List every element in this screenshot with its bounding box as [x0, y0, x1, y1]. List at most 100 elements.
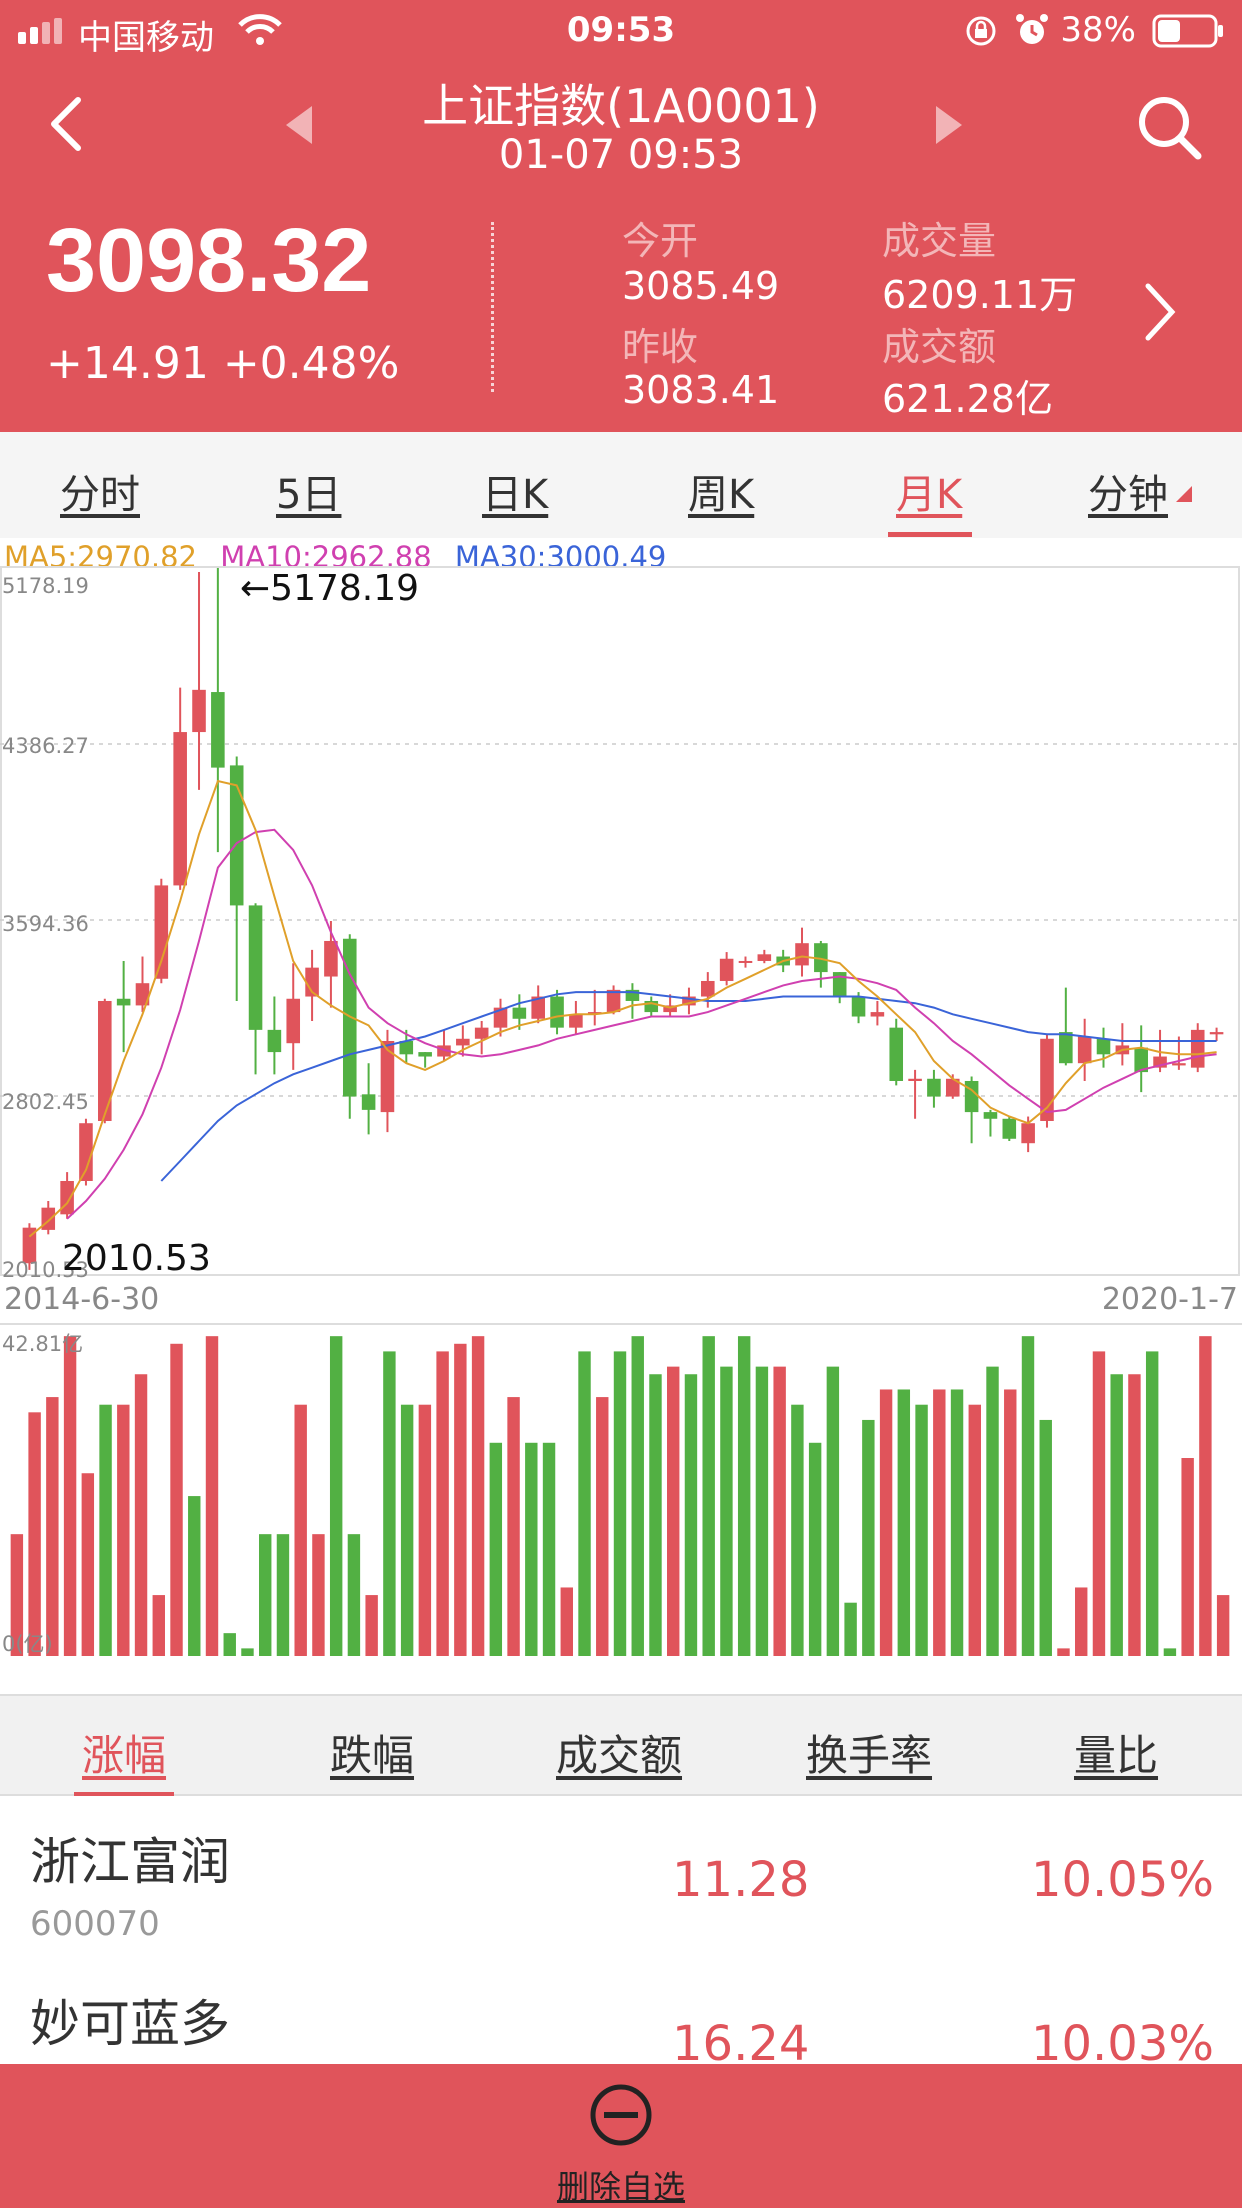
kline-chart[interactable] [0, 566, 1242, 1280]
candle [135, 956, 150, 1013]
volume-bar [968, 1404, 981, 1656]
candle-body [606, 989, 621, 1013]
candle [1059, 987, 1073, 1066]
remove-circle-icon[interactable] [588, 2082, 654, 2148]
candle [267, 996, 282, 1075]
candle [22, 1223, 37, 1270]
volume-bar [1181, 1458, 1194, 1656]
volume-bar [1021, 1336, 1035, 1656]
active-tab-indicator [888, 532, 972, 537]
candle-body [437, 1045, 451, 1057]
volume-bar [578, 1351, 591, 1656]
candle-body [248, 905, 263, 1030]
candle-body [587, 1012, 602, 1015]
volume-bar [702, 1336, 715, 1656]
dropdown-triangle-icon[interactable] [1176, 486, 1192, 502]
candle [644, 996, 659, 1017]
remove-from-watchlist-button[interactable]: 删除自选 [556, 2168, 685, 2206]
volume-bar [1092, 1351, 1106, 1656]
tab-daily-k[interactable]: 日K [482, 472, 549, 518]
next-stock-icon[interactable] [934, 104, 964, 146]
candle [663, 994, 677, 1017]
sort-tab-loss[interactable]: 跌幅 [330, 1731, 415, 1780]
stock-price: 11.28 [672, 1852, 810, 1908]
volume-bar [276, 1534, 290, 1656]
candle [192, 572, 206, 790]
candle [1134, 1025, 1148, 1093]
candle [719, 952, 734, 986]
tab-weekly-k[interactable]: 周K [688, 472, 755, 518]
high-marker-value: 5178.19 [270, 568, 420, 609]
candle [229, 756, 244, 1001]
tab-minute[interactable]: 分钟 [1088, 472, 1168, 518]
candle [248, 903, 263, 1075]
candle-body [1190, 1029, 1205, 1068]
candle [437, 1029, 451, 1061]
back-icon[interactable] [44, 92, 88, 156]
volume-bar [294, 1404, 307, 1656]
candle [889, 1018, 904, 1086]
candle-body [1172, 1063, 1186, 1066]
date-end: 2020-1-7 [1101, 1282, 1238, 1317]
tab-monthly-k[interactable]: 月K [896, 472, 963, 518]
candle [361, 1063, 376, 1135]
candle-body [22, 1227, 37, 1264]
volume-value: 6209.11万 [882, 273, 1078, 317]
candle [305, 949, 319, 1021]
candle [531, 985, 545, 1024]
candle-body [1059, 1032, 1073, 1064]
sort-tab-volume-ratio[interactable]: 量比 [1074, 1731, 1159, 1780]
candle-body [512, 1007, 527, 1019]
chevron-right-icon[interactable] [1142, 282, 1178, 342]
low-marker-value: 2010.53 [62, 1238, 211, 1279]
volume-axis-top: 42.81亿 [2, 1332, 84, 1356]
candle [1096, 1027, 1111, 1068]
candle-body [719, 958, 734, 981]
volume-bar [737, 1336, 751, 1656]
candle-body [380, 1040, 395, 1113]
candle-body [644, 1000, 659, 1013]
tab-5day[interactable]: 5日 [276, 472, 342, 518]
volume-bar [613, 1351, 627, 1656]
prev-stock-icon[interactable] [284, 104, 314, 146]
battery-icon [1152, 14, 1223, 48]
left-arrow-icon: ← [240, 568, 271, 609]
volume-bar [720, 1366, 733, 1656]
volume-bar [560, 1587, 573, 1656]
chart-frame [0, 566, 1240, 1276]
volume-bar [507, 1397, 520, 1656]
volume-bar [1057, 1648, 1070, 1656]
volume-bar [915, 1404, 928, 1656]
battery-percent: 38% [1060, 10, 1136, 50]
sort-tab-turnover-rate[interactable]: 换手率 [806, 1731, 933, 1780]
volume-bar [170, 1343, 183, 1656]
volume-bar [826, 1366, 840, 1656]
candle [550, 989, 564, 1035]
candle-body [870, 1012, 885, 1017]
candle [625, 983, 640, 1019]
candle-body [945, 1078, 960, 1097]
volume-bar [117, 1404, 130, 1656]
candle-body [361, 1094, 376, 1110]
candle [418, 1052, 432, 1068]
low-marker: 2010.53 [62, 1238, 211, 1279]
high-marker: ←5178.19 [240, 568, 419, 609]
volume-bar [365, 1595, 378, 1656]
header: 中国移动 09:53 38% [0, 0, 1242, 432]
candle [512, 994, 527, 1030]
sort-tab-gain[interactable]: 涨幅 [82, 1731, 167, 1780]
candle-body [663, 1005, 677, 1013]
volume-bar [188, 1496, 201, 1656]
candle-body [550, 996, 564, 1028]
candle-body [1002, 1118, 1017, 1139]
search-icon[interactable] [1134, 92, 1204, 162]
candle [1077, 1018, 1092, 1081]
sort-tab-turnover[interactable]: 成交额 [556, 1731, 683, 1780]
ma10-label: MA10:2962.88 [220, 540, 432, 574]
volume-bar [205, 1336, 219, 1656]
volume-chart[interactable] [0, 1322, 1242, 1658]
clock: 09:53 [566, 10, 676, 50]
tab-timeshare[interactable]: 分时 [60, 472, 140, 518]
volume-bar [808, 1442, 822, 1656]
candle-body [908, 1078, 922, 1081]
